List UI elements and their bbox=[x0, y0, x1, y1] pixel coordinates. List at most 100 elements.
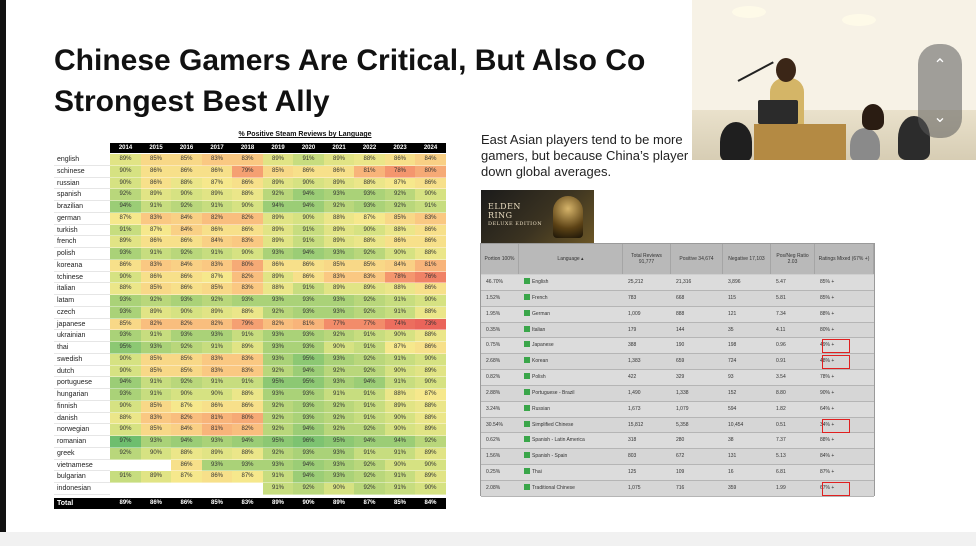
heatmap-cell: 81% bbox=[415, 259, 446, 272]
heatmap-row: portuguese 94% 91% 92% 91% 91% 95% 95% 93% 94% 91%… bbox=[54, 377, 446, 389]
stats-neg-cell: 594 bbox=[728, 405, 737, 412]
heatmap-cell: 91% bbox=[140, 377, 172, 389]
heatmap-row: brazilian 94% 91% 92% 91% 90% 94% 94% 92% 93% 92% 9… bbox=[54, 201, 446, 213]
heatmap-cell: 92% bbox=[354, 295, 385, 307]
chevron-up-icon[interactable]: ⌃ bbox=[933, 57, 947, 74]
heatmap-cell: 83% bbox=[201, 259, 233, 272]
slide-nav-control[interactable]: ⌃ ⌄ bbox=[918, 44, 962, 138]
heatmap-cell: 94% bbox=[232, 436, 263, 448]
heatmap-cell: 92% bbox=[384, 201, 416, 213]
stats-rows: 46.70% English 25,212 21,316 3,896 5.47 85% +1… bbox=[481, 275, 874, 497]
heatmap-cell: 81% bbox=[354, 165, 385, 178]
heatmap-cell: 92% bbox=[262, 400, 294, 413]
checkbox-icon bbox=[524, 325, 530, 332]
laptop bbox=[758, 100, 798, 124]
heatmap-year-header-cell: 2020 bbox=[293, 143, 324, 153]
heatmap-language-label: portuguese bbox=[54, 377, 110, 389]
heatmap-cell: 86% bbox=[232, 224, 263, 237]
heatmap-cell: 90% bbox=[293, 212, 324, 225]
rating-highlight-box bbox=[822, 481, 850, 496]
stats-pos-cell: 190 bbox=[676, 342, 685, 349]
stats-neg-cell: 198 bbox=[728, 342, 737, 349]
heatmap-cell: 82% bbox=[232, 424, 263, 436]
stats-pos-cell: 329 bbox=[676, 374, 685, 381]
heatmap-cell: 88% bbox=[232, 189, 263, 201]
heatmap-cell: 91% bbox=[201, 342, 233, 354]
heatmap-cell: 76% bbox=[415, 271, 446, 284]
stats-neg-cell: 3,896 bbox=[728, 279, 741, 285]
heatmap-cell: 92% bbox=[262, 189, 294, 201]
stats-pos-cell: 1,079 bbox=[676, 405, 689, 412]
heatmap-row: swedish 90% 85% 85% 83% 83% 93% 95% 93% 92% 91% 90% bbox=[54, 353, 446, 366]
heatmap-language-label: greek bbox=[54, 448, 110, 460]
stats-pos-cell: 1,338 bbox=[676, 389, 689, 396]
heatmap-cell: 90% bbox=[171, 389, 202, 401]
stats-total-cell: 15,812 bbox=[628, 421, 644, 428]
heatmap-cell: 77% bbox=[323, 318, 355, 331]
stats-header-row: Portion 100% Language ▴ Total Reviews 91,7… bbox=[481, 244, 874, 274]
heatmap-cell: 83% bbox=[232, 365, 263, 378]
heatmap-cell: 92% bbox=[262, 365, 294, 378]
checkbox-icon bbox=[524, 452, 530, 459]
heatmap-row: italian 88% 85% 86% 85% 83% 88% 91% 89% 89% 88% 86% bbox=[54, 283, 446, 295]
stats-ratio-cell: 0.51 bbox=[776, 421, 786, 428]
heatmap-cell: 93% bbox=[323, 306, 355, 319]
heatmap-cell: 88% bbox=[171, 177, 202, 190]
heatmap-cell: 93% bbox=[262, 389, 294, 401]
stats-header-cell: Positive 34,674 bbox=[671, 244, 723, 274]
stats-ratio-cell: 7.34 bbox=[776, 310, 786, 317]
heatmap-cell: 93% bbox=[323, 295, 355, 307]
heatmap-cell: 86% bbox=[201, 400, 233, 413]
heatmap-row: german 87% 83% 84% 82% 82% 89% 90% 88% 87% 85% 83% bbox=[54, 212, 446, 225]
heatmap-cell: 91% bbox=[293, 283, 324, 295]
chevron-down-icon[interactable]: ⌄ bbox=[933, 109, 947, 126]
checkbox-icon bbox=[524, 436, 530, 443]
heatmap-cell: 91% bbox=[293, 224, 324, 237]
heatmap-cell: 81% bbox=[293, 318, 324, 331]
heatmap-cell: 87% bbox=[232, 471, 263, 483]
heatmap-cell: 86% bbox=[140, 177, 172, 190]
slide-caption: East Asian players tend to be more gamer… bbox=[481, 132, 901, 180]
heatmap-cell: 93% bbox=[262, 459, 294, 472]
heatmap-cell: 83% bbox=[140, 259, 172, 272]
heatmap-row: polish 93% 91% 92% 91% 90% 93% 94% 93% 92% 90% 88% bbox=[54, 248, 446, 260]
heatmap-cell: 86% bbox=[140, 236, 172, 248]
heatmap-cell: 86% bbox=[415, 283, 446, 295]
heatmap-cell: 89% bbox=[140, 471, 172, 483]
heatmap-language-label: vietnamese bbox=[54, 460, 110, 472]
heatmap-language-label: romanian bbox=[54, 436, 110, 448]
stats-portion-cell: 3.24% bbox=[486, 405, 501, 412]
stats-row: 0.25% Thai 125 109 16 6.81 87% + bbox=[481, 465, 874, 481]
heatmap-cell: 93% bbox=[293, 400, 324, 413]
heatmap-cell: 83% bbox=[415, 212, 446, 225]
stats-rating-cell: 85% + bbox=[820, 294, 835, 301]
heatmap-row: thai 95% 93% 92% 91% 89% 93% 93% 90% 91% 87% 86% bbox=[54, 342, 446, 354]
stats-portion-cell: 2.08% bbox=[486, 484, 501, 491]
heatmap-cell: 82% bbox=[201, 318, 233, 331]
heatmap-corner-cell bbox=[54, 143, 110, 153]
stats-ratio-cell: 1.82 bbox=[776, 405, 786, 412]
heatmap-cell: 94% bbox=[262, 201, 294, 213]
heatmap-cell: 93% bbox=[232, 295, 263, 307]
heatmap-cell: 89% bbox=[262, 177, 294, 190]
heatmap-cell: 85% bbox=[171, 154, 202, 166]
heatmap-year-header-cell: 2017 bbox=[201, 143, 233, 153]
heatmap-cell: 78% bbox=[384, 271, 416, 284]
heatmap-cell: 93% bbox=[323, 447, 355, 460]
heatmap-cell: 89% bbox=[384, 400, 416, 413]
stats-ratio-cell: 7.37 bbox=[776, 437, 786, 444]
stats-row: 1.56% Spanish - Spain 803 672 131 5.13 84% + bbox=[481, 449, 874, 466]
heatmap-cell: 90% bbox=[110, 424, 141, 436]
stats-header-cell[interactable]: Language ▴ bbox=[519, 244, 623, 274]
heatmap-cell: 91% bbox=[384, 295, 416, 307]
heatmap-cell bbox=[140, 459, 172, 472]
heatmap-cell: 92% bbox=[354, 459, 385, 472]
heatmap-year-header-cell: 2024 bbox=[415, 143, 446, 153]
heatmap-cell: 94% bbox=[293, 459, 324, 472]
heatmap-cell: 93% bbox=[110, 295, 141, 307]
stats-ratio-cell: 0.96 bbox=[776, 342, 786, 349]
checkbox-icon bbox=[524, 468, 530, 475]
heatmap-cell: 89% bbox=[232, 342, 263, 354]
heatmap-cell: 90% bbox=[415, 353, 446, 366]
heatmap-cell: 73% bbox=[415, 318, 446, 331]
